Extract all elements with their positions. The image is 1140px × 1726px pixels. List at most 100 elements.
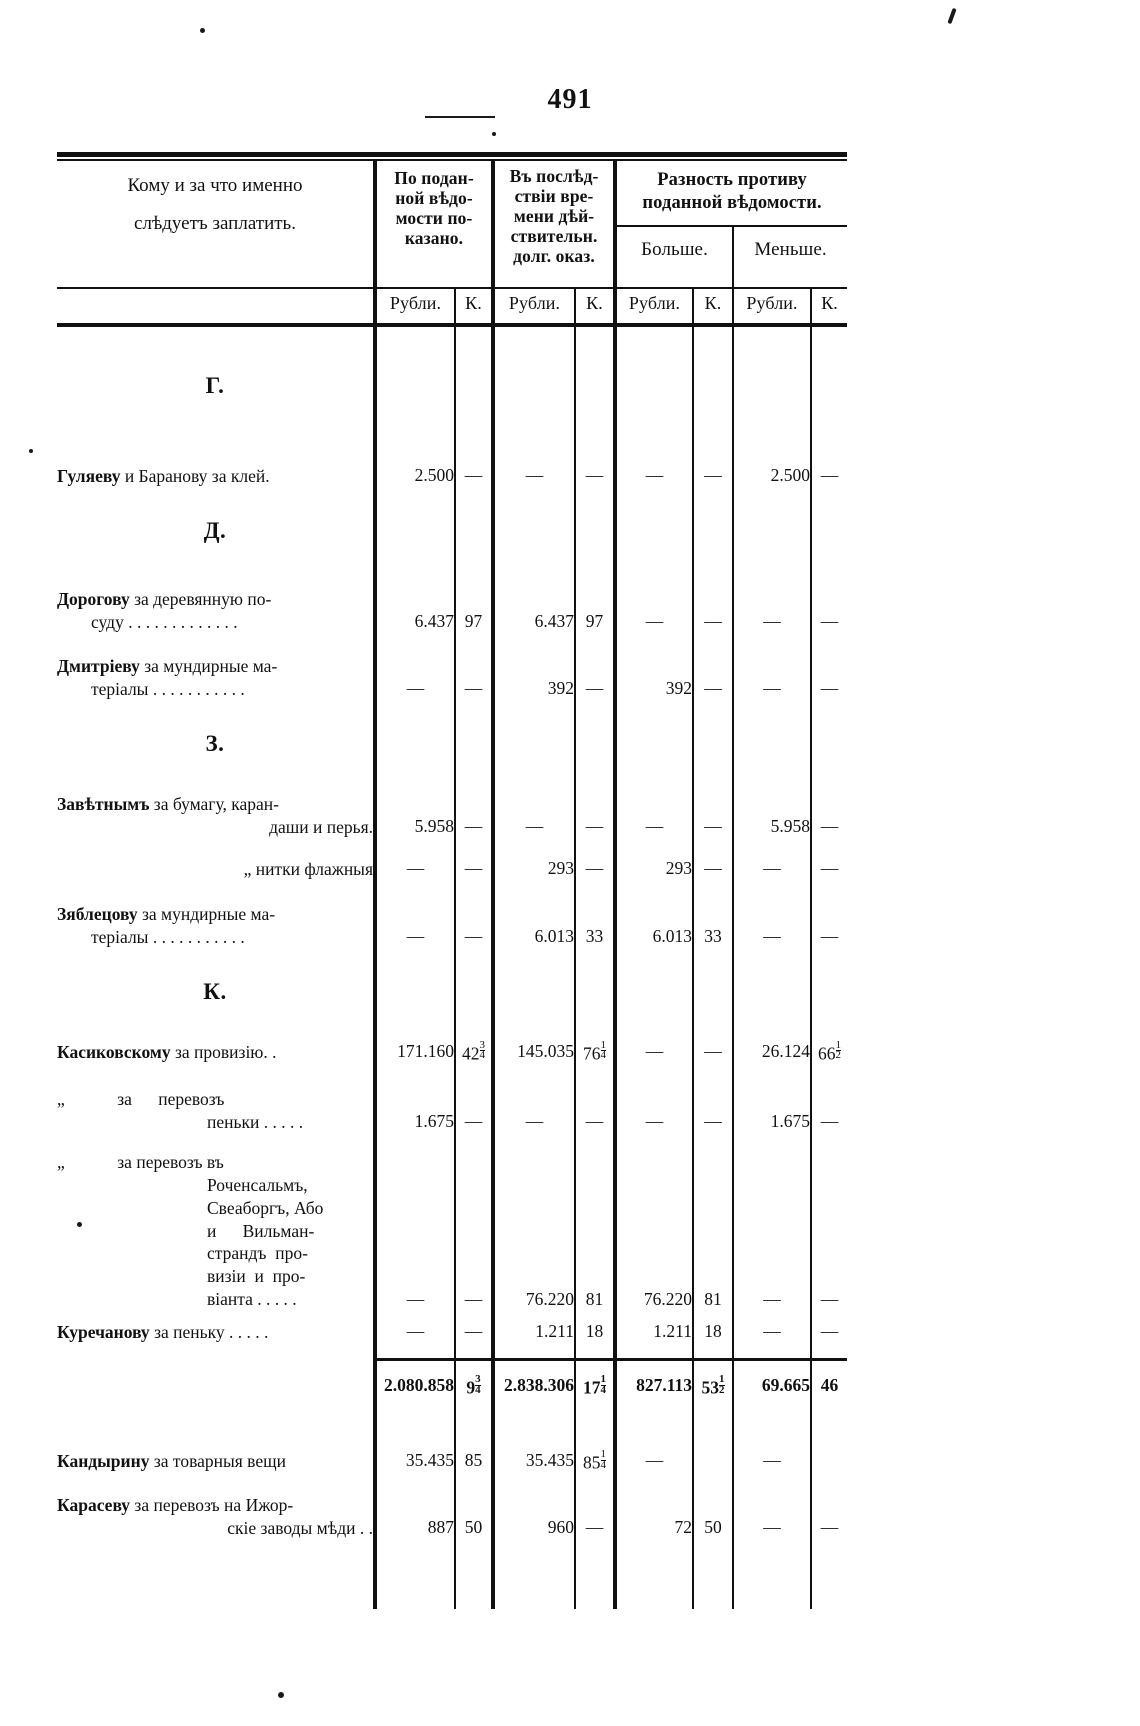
table-row: „ за перевозъ пеньки . . . . . 1.675— — — — —1… xyxy=(57,1063,847,1134)
table-bottom-spacer xyxy=(57,1539,847,1610)
value-number: 960 xyxy=(491,1473,575,1540)
value-dash: — xyxy=(692,557,733,634)
section-letter-row: К. xyxy=(57,948,847,1019)
value-dash: — xyxy=(574,770,615,839)
payee-name: Гуляеву xyxy=(57,466,121,486)
grid-cell xyxy=(732,1539,811,1610)
print-speck xyxy=(947,7,957,25)
header-actual-l2: ствіи вре- xyxy=(514,185,594,206)
print-speck xyxy=(29,449,33,453)
grid-cell xyxy=(613,487,693,558)
grid-cell xyxy=(454,327,493,413)
entry-text: за провизію. . xyxy=(170,1041,277,1062)
section-letter-label: К. xyxy=(203,978,227,1004)
grid-cell xyxy=(574,948,615,1019)
value-number: 1.211 xyxy=(491,1310,575,1344)
entry-text: за перевозъ на Ижор- xyxy=(130,1494,294,1515)
grid-cell xyxy=(454,1539,493,1610)
table-header: Кому и за что именно слѣдуетъ заплатить.… xyxy=(57,161,848,323)
grid-cell xyxy=(732,948,811,1019)
section-letter-row: Д. xyxy=(57,487,847,558)
entry-line: Свеаборгъ, Або xyxy=(57,1197,373,1220)
value-dash: — xyxy=(574,1473,615,1540)
value-number: 2.838.306 xyxy=(491,1359,575,1429)
value-dash: — xyxy=(613,770,693,839)
grid-cell xyxy=(454,1343,493,1361)
grid-cell xyxy=(810,1539,847,1610)
value-number: 97 xyxy=(454,557,493,634)
value-dash: — xyxy=(613,557,693,634)
value-dash xyxy=(692,1428,733,1474)
grid-cell xyxy=(454,948,493,1019)
grid-cell xyxy=(491,327,575,413)
units-actual-kop: К. xyxy=(574,287,616,323)
payee-name: Карасеву xyxy=(57,1494,131,1515)
grid-cell xyxy=(574,700,615,771)
value-dash: — xyxy=(454,770,493,839)
header-less-cell: Меньше. xyxy=(732,226,848,288)
value-number: 293 xyxy=(613,838,693,881)
header-declared-l2: ной вѣдо- xyxy=(395,187,473,208)
entry-line: и Вильман- xyxy=(57,1220,373,1243)
value-dash: — xyxy=(732,1310,811,1344)
entry-text: скіе заводы мѣди . . xyxy=(227,1517,373,1538)
entry-description: Зяблецову за мундирные ма-теріалы . . . … xyxy=(57,881,375,949)
value-dash: — xyxy=(692,770,733,839)
entry-description: Кандырину за товарныя вещи xyxy=(57,1428,375,1473)
header-description-cell: Кому и за что именно слѣдуетъ заплатить. xyxy=(57,161,375,288)
entry-text: теріалы . . . . . . . . . . . xyxy=(91,679,245,699)
value-number: 76 1 4 xyxy=(574,1018,615,1064)
section-letter-cell: Д. xyxy=(57,488,375,558)
value-number: 6.013 xyxy=(491,881,575,949)
value-number: 1.211 xyxy=(613,1310,693,1344)
grid-cell xyxy=(692,1539,733,1610)
value-dash: — xyxy=(732,838,811,881)
value-number: 81 xyxy=(574,1133,615,1311)
grid-cell xyxy=(373,487,455,558)
grid-cell xyxy=(454,700,493,771)
spacer xyxy=(57,1539,375,1609)
grid-cell xyxy=(491,487,575,558)
entry-line: „ за перевозъ въ xyxy=(57,1151,373,1174)
header-diff-l1: Разность противу xyxy=(657,170,807,190)
value-dash: — xyxy=(692,1018,733,1064)
value-dash: — xyxy=(810,1310,847,1344)
value-dash: — xyxy=(454,413,493,488)
table-row: Завѣтнымъ за бумагу, каран-даши и перья.… xyxy=(57,770,847,839)
header-declared-cell: По подан- ной вѣдо- мости по- казано. xyxy=(372,161,494,288)
ledger-table: Кому и за что именно слѣдуетъ заплатить.… xyxy=(57,152,848,1610)
section-letter-cell: З. xyxy=(57,701,375,771)
value-number: 392 xyxy=(613,633,693,701)
grid-cell xyxy=(692,327,733,413)
value-number: 76.220 xyxy=(491,1133,575,1311)
payee-name: Дорогову xyxy=(57,588,130,609)
value-dash: — xyxy=(454,838,493,881)
value-number: 293 xyxy=(491,838,575,881)
value-dash: — xyxy=(491,770,575,839)
value-dash: — xyxy=(613,1063,693,1134)
table-body: Г. Гуляеву и Баранову за клей. 2.500— — — — —2… xyxy=(57,327,847,1610)
entry-text: „ за перевозъ xyxy=(57,1088,225,1109)
value-dash: — xyxy=(454,881,493,949)
entry-text: и Баранову за клей. xyxy=(120,466,270,486)
value-dash: — xyxy=(574,413,615,488)
units-more-rub: Рубли. xyxy=(613,287,694,323)
value-dash: — xyxy=(810,838,847,881)
value-number: 2.080.858 xyxy=(373,1359,455,1429)
header-less-label: Меньше. xyxy=(754,239,827,260)
total-row: 2.080.858 9 3 4 2.838.306 17 1 4 827.113 53 1 2 69.6… xyxy=(57,1359,847,1429)
value-number: 26.124 xyxy=(732,1018,811,1064)
grid-cell xyxy=(491,1539,575,1610)
header-actual-l1: Въ послѣд- xyxy=(509,166,599,186)
value-dash: — xyxy=(613,1018,693,1064)
grid-cell xyxy=(373,700,455,771)
value-number: 1.675 xyxy=(373,1063,455,1134)
value-dash: — xyxy=(574,1063,615,1134)
value-dash: — xyxy=(692,633,733,701)
section-letter-label: Д. xyxy=(203,517,227,543)
entry-description: Карасеву за перевозъ на Ижор-скіе заводы… xyxy=(57,1474,375,1540)
value-dash: — xyxy=(373,838,455,881)
grid-cell xyxy=(692,948,733,1019)
page-number-rule xyxy=(425,116,495,118)
